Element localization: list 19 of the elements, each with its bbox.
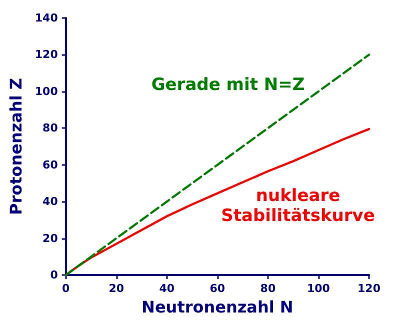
y-axis-title: Protonenzahl Z	[6, 78, 26, 216]
x-axis-title: Neutronenzahl N	[142, 297, 294, 316]
series-label: Gerade mit N=Z	[151, 75, 305, 95]
y-tick-label: 140	[34, 12, 58, 24]
y-tick-label: 0	[50, 268, 58, 282]
x-tick-label: 0	[62, 282, 70, 295]
y-tick-label: 60	[42, 158, 58, 172]
series-label: nukleare Stabilitätskurve	[221, 186, 375, 226]
x-tick-label: 80	[260, 282, 276, 295]
y-tick-label: 120	[34, 48, 58, 62]
y-tick-label: 40	[42, 195, 58, 208]
x-tick-label: 100	[306, 282, 330, 295]
x-tick-label: 120	[358, 282, 381, 295]
x-tick-label: 20	[108, 282, 124, 295]
x-tick-label: 60	[210, 282, 226, 295]
y-tick-label: 100	[34, 84, 58, 98]
y-tick-label: 20	[42, 232, 58, 245]
x-tick-label: 40	[159, 282, 175, 295]
y-tick-label: 80	[42, 122, 58, 135]
